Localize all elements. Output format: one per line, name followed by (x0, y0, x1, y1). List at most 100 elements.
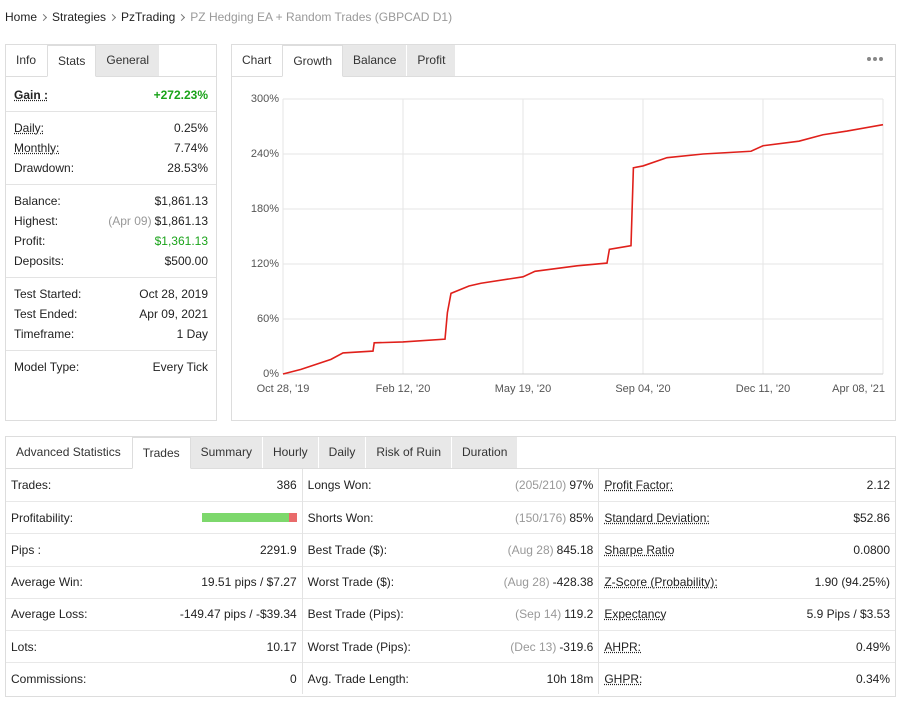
stat-note: (Dec 13) (510, 639, 557, 654)
stat-row: Model Type: Every Tick (14, 357, 208, 377)
stat-value-wrap: 0.49% (856, 640, 890, 654)
stat-value: $1,861.13 (154, 214, 208, 228)
breadcrumb-link[interactable]: Strategies (52, 10, 107, 24)
stat-value: Every Tick (152, 360, 208, 374)
growth-line (282, 123, 884, 375)
x-tick-label: May 19, '20 (495, 383, 552, 395)
stat-row: Test Started: Oct 28, 2019 (14, 284, 208, 304)
stat-value: 0.49% (855, 639, 891, 654)
stat-label: Longs Won: (307, 478, 372, 493)
tab[interactable]: Info (6, 45, 48, 76)
x-tick-label: Oct 28, '19 (257, 383, 310, 395)
tab[interactable]: Profit (407, 45, 457, 76)
breadcrumb-link[interactable]: PZ Hedging EA + Random Trades (GBPCAD D1… (190, 10, 453, 24)
stat-label: Profit: (14, 234, 46, 248)
profitability-bar (201, 513, 297, 523)
tab[interactable]: Stats (47, 45, 97, 77)
stat-row: Daily: 0.25% (14, 118, 208, 138)
breadcrumb: Home Strategies PzTrading PZ Hedging EA + R… (5, 10, 452, 24)
stat-row: Profit Factor: 2.12 (599, 469, 895, 501)
stats-group: Daily: 0.25% Monthly: 7.74% Drawdown: 28.53% (6, 111, 216, 184)
y-tick-label: 120% (251, 258, 279, 270)
stat-value-wrap: 10.17 (267, 640, 297, 654)
stat-label: Worst Trade ($): (307, 575, 395, 590)
x-tick-label: Sep 04, '20 (615, 383, 670, 395)
stat-label: Monthly: (14, 141, 60, 155)
breadcrumb-link[interactable]: PzTrading (121, 10, 176, 24)
stat-label: Highest: (14, 214, 59, 228)
stat-row: Lots: 10.17 (6, 629, 302, 662)
stats-group: Gain : +272.23% (6, 77, 216, 111)
stat-label: Average Win: (11, 575, 83, 590)
tab[interactable]: Duration (452, 437, 519, 468)
stat-value-wrap: 0.34% (856, 672, 890, 686)
stat-row: Best Trade ($): (Aug 28) 845.18 (302, 533, 599, 565)
stat-label: Best Trade (Pips): (307, 607, 404, 622)
info-panel: Info Stats General Gain : +272.23% Daily: 0.2… (5, 44, 217, 421)
stat-row: Pips : 2291.9 (6, 533, 302, 565)
stat-row: Shorts Won: (150/176) 85% (302, 501, 599, 533)
menu-icon[interactable] (864, 54, 888, 64)
breadcrumb-link[interactable]: Home (5, 10, 38, 24)
stat-value: 5.9 Pips / $3.53 (806, 607, 891, 622)
stat-row: Drawdown: 28.53% (14, 158, 208, 178)
stat-value: -428.38 (552, 575, 594, 590)
stat-row: Balance: $1,861.13 (14, 191, 208, 211)
stat-value-wrap: Apr 09, 2021 (139, 307, 208, 321)
tab[interactable]: Trades (131, 437, 191, 469)
stat-value-wrap: Oct 28, 2019 (139, 287, 208, 301)
stat-value-wrap: $52.86 (853, 511, 890, 525)
chart: 0% 60% 120% 180% 240% 300% Oct 28, '19 Feb 12, … (251, 93, 885, 395)
stat-label: Commissions: (11, 671, 87, 686)
stat-value-wrap: 10h 18m (547, 672, 594, 686)
tab[interactable]: Risk of Ruin (366, 437, 453, 468)
stats-column: Trades: 386 Profitability: Pips : 2291.9 Aver… (6, 469, 302, 694)
stat-label: Sharpe Ratio (604, 542, 675, 557)
x-tick-label: Apr 08, '21 (832, 383, 885, 395)
stat-label: Avg. Trade Length: (307, 671, 409, 686)
stat-value: $1,861.13 (154, 194, 208, 208)
stat-value-wrap: Every Tick (153, 360, 208, 374)
stat-value: $500.00 (164, 254, 208, 268)
stat-row: Best Trade (Pips): (Sep 14) 119.2 (302, 597, 599, 630)
stat-label: AHPR: (604, 639, 642, 654)
stats-column: Profit Factor: 2.12 Standard Deviation: $52… (598, 469, 896, 695)
tab[interactable]: Growth (282, 45, 344, 77)
stat-label: Worst Trade (Pips): (307, 639, 411, 654)
stat-label: Shorts Won: (307, 510, 374, 525)
tab[interactable]: Chart (232, 45, 283, 76)
tab[interactable]: Summary (190, 437, 263, 468)
advanced-panel: Advanced Statistics Trades Summary Hourly Da… (5, 436, 896, 697)
stat-value: $52.86 (853, 510, 891, 525)
stat-value: 0.0800 (853, 542, 891, 557)
tab[interactable]: Balance (343, 45, 408, 76)
tab[interactable]: Hourly (262, 437, 319, 468)
stat-value: 85% (569, 510, 594, 525)
stat-value-wrap: (205/210) 97% (515, 478, 593, 492)
x-tick-label: Dec 11, '20 (736, 383, 790, 395)
stat-label: Pips : (11, 542, 42, 557)
stat-value-wrap: (Aug 28) -428.38 (504, 575, 594, 589)
stat-row: Standard Deviation: $52.86 (599, 501, 896, 533)
stat-label: GHPR: (604, 671, 643, 686)
tab[interactable]: Daily (318, 437, 367, 468)
stat-value-wrap: 28.53% (167, 161, 208, 175)
stat-value-wrap: 5.9 Pips / $3.53 (807, 607, 890, 621)
y-tick-label: 300% (251, 93, 279, 105)
x-tick-label: Feb 12, '20 (376, 383, 431, 395)
y-tick-label: 60% (257, 313, 279, 325)
stat-label: Z-Score (Probability): (604, 575, 718, 590)
chart-panel: Chart Growth Balance Profit 0% 60% 120% 180% 24… (231, 44, 896, 421)
stat-value: 845.18 (556, 542, 594, 557)
tab-bar: Chart Growth Balance Profit (232, 45, 895, 77)
stat-label: Profitability: (11, 510, 74, 525)
stat-value: 19.51 pips / $7.27 (201, 575, 297, 590)
tab[interactable]: Advanced Statistics (6, 437, 132, 468)
stat-value-wrap: 2291.9 (260, 543, 297, 557)
stat-row: Average Loss: -149.47 pips / -$39.34 (6, 597, 302, 630)
stat-label: Profit Factor: (604, 478, 674, 493)
stat-value-wrap: 1 Day (177, 327, 208, 341)
tab[interactable]: General (96, 45, 161, 76)
stat-label: Daily: (14, 121, 45, 135)
